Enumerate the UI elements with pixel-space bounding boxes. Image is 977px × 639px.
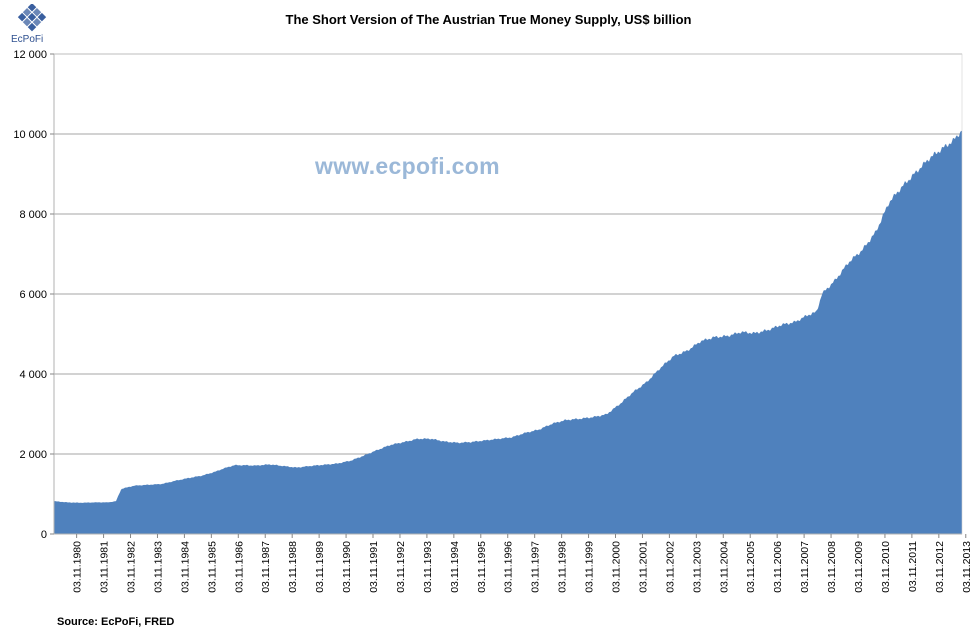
x-tick-label: 03.11.1996 [503, 541, 515, 593]
x-tick-label: 03.11.1999 [584, 541, 596, 593]
x-tick-label: 03.11.1980 [72, 541, 84, 593]
x-tick-label: 03.11.2009 [853, 541, 865, 593]
x-tick-label: 03.11.1993 [422, 541, 434, 593]
x-tick-label: 03.11.1981 [99, 541, 111, 593]
x-tick-label: 03.11.2003 [691, 541, 703, 593]
y-tick-label: 4 000 [19, 369, 47, 381]
x-tick-label: 03.11.1985 [206, 541, 218, 593]
x-tick-label: 03.11.1983 [152, 541, 164, 593]
x-tick-label: 03.11.2001 [637, 541, 649, 593]
x-tick-label: 03.11.1988 [287, 541, 299, 593]
y-tick-label: 0 [41, 529, 47, 541]
x-tick-label: 03.11.1987 [260, 541, 272, 593]
y-tick-label: 6 000 [19, 289, 47, 301]
source-note: Source: EcPoFi, FRED [57, 616, 175, 628]
chart-title: The Short Version of The Austrian True M… [285, 12, 692, 27]
ecpofi-logo-icon [17, 4, 47, 32]
x-tick-label: 03.11.2000 [611, 541, 623, 593]
x-tick-label: 03.11.1995 [476, 541, 488, 593]
x-tick-label: 03.11.1989 [314, 541, 326, 593]
x-tick-label: 03.11.2002 [664, 541, 676, 593]
x-tick-label: 03.11.1998 [557, 541, 569, 593]
x-tick-label: 03.11.2004 [718, 541, 730, 593]
x-tick-label: 03.11.2005 [745, 541, 757, 593]
x-tick-label: 03.11.1992 [395, 541, 407, 593]
x-tick-label: 03.11.1990 [341, 541, 353, 593]
logo-text: EcPoFi [11, 34, 44, 45]
y-tick-label: 2 000 [19, 449, 47, 461]
x-tick-label: 03.11.2013 [961, 541, 973, 593]
x-tick-label: 03.11.1994 [449, 541, 461, 593]
watermark: www.ecpofi.com [315, 153, 500, 179]
x-tick-label: 03.11.2007 [799, 541, 811, 593]
x-tick-label: 03.11.2012 [934, 541, 946, 593]
y-tick-label: 8 000 [19, 209, 47, 221]
y-tick-label: 10 000 [13, 129, 47, 141]
y-tick-label: 12 000 [13, 49, 47, 61]
x-tick-label: 03.11.2011 [907, 541, 919, 592]
x-tick-label: 03.11.1982 [126, 541, 138, 593]
x-tick-label: 03.11.1986 [233, 541, 245, 593]
x-tick-label: 03.11.1991 [368, 541, 380, 593]
x-tick-label: 03.11.1984 [179, 541, 191, 593]
x-tick-label: 03.11.2006 [772, 541, 784, 593]
x-tick-label: 03.11.2010 [880, 541, 892, 593]
x-tick-label: 03.11.1997 [530, 541, 542, 593]
x-tick-label: 03.11.2008 [826, 541, 838, 593]
money-supply-area [54, 130, 962, 534]
